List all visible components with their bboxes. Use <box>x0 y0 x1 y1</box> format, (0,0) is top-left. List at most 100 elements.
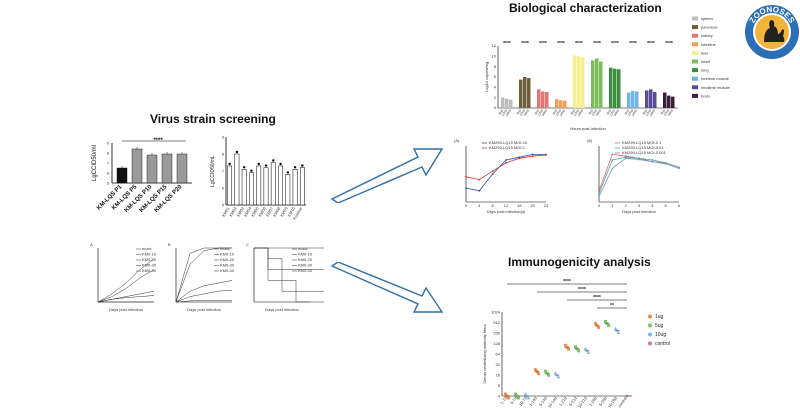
legend-swatch <box>692 33 698 38</box>
y-tick-label: 512 <box>493 320 500 325</box>
growth-point <box>598 192 600 195</box>
x-tick-label: 6hpi <box>570 108 576 115</box>
data-point <box>596 325 601 330</box>
legend-label: KM0-30 <box>220 263 235 268</box>
growth-point <box>518 157 521 160</box>
x-tick-label: 6hpi <box>624 108 630 115</box>
legend-label: heart <box>701 59 711 64</box>
legend-swatch <box>648 314 652 319</box>
curve-line <box>175 289 233 303</box>
x-tick-label: KM03 <box>235 205 245 217</box>
x-tick-label: KM06 <box>257 205 267 217</box>
y-tick-label: 6 <box>494 74 497 79</box>
survival-line <box>254 247 324 303</box>
growth-point <box>678 167 680 170</box>
x-tick-label: KM04 <box>243 205 253 217</box>
x-tick-label: 2 <box>625 203 628 208</box>
data-point <box>279 162 282 166</box>
x-axis-label: Hours post-infection <box>570 126 606 131</box>
bar <box>278 165 283 206</box>
panel-label: (A) <box>454 138 460 143</box>
arrow-to-biology <box>330 143 445 208</box>
growth-point <box>598 195 600 198</box>
y-tick-label: 7 <box>222 169 225 174</box>
x-tick-label: 6 <box>678 203 681 208</box>
x-tick-label: 24hpi <box>667 108 674 117</box>
bar <box>577 56 581 108</box>
legend-swatch <box>692 59 698 64</box>
legend-label: hindlimb muscle <box>701 85 730 90</box>
x-tick-label: 10-7d <box>518 396 528 407</box>
legend-swatch <box>648 332 652 337</box>
data-point <box>257 162 260 166</box>
growth-point <box>465 187 467 189</box>
legend-label: KM299-LQ15 MOI-10 <box>489 140 528 145</box>
x-tick-label: 24hpi <box>595 108 602 117</box>
legend-label: KM0-20 <box>298 257 313 262</box>
x-tick-label: 6hpi <box>642 108 648 115</box>
legend-label: 10ug <box>655 332 666 338</box>
x-axis-label: Days post infection <box>622 209 656 214</box>
growth-curve-b: (B) 0 1 2 3 4 5 6 Days post infection KM299-LQ15 … <box>585 136 685 218</box>
bar <box>249 172 254 206</box>
growth-point <box>531 153 534 156</box>
legend-swatch <box>692 16 698 21</box>
x-tick-label: 24hpi <box>559 108 566 117</box>
legend-label: 1ug <box>655 314 664 320</box>
data-point <box>517 396 520 400</box>
x-tick-label: 12 <box>504 203 509 208</box>
x-tick-label: 1-14d <box>528 396 538 407</box>
y-tick-label: 8 <box>498 383 501 388</box>
panel-label: A <box>90 242 93 247</box>
x-tick-label: 24hpi <box>541 108 548 117</box>
x-tick-label: 12hpi <box>645 108 652 117</box>
legend-label: KM0-10 <box>220 252 235 257</box>
x-axis-label: Days post infection <box>265 307 299 312</box>
sig-label: **** <box>575 41 583 47</box>
y-tick-label: 16 <box>496 373 501 378</box>
x-tick-label: 12hpi <box>519 108 526 117</box>
data-point <box>523 392 528 396</box>
legend-label: 5ug <box>655 323 664 329</box>
x-tick-label: KM05 <box>250 205 260 217</box>
bio-characterization-title: Biological characterization <box>509 1 662 15</box>
x-tick-label: 0 <box>465 203 468 208</box>
virus-curves: A Days post infection mock KM0-10 KM0-20 KM0-… <box>86 240 326 322</box>
legend-label: control <box>655 341 670 347</box>
growth-point <box>638 158 640 161</box>
legend-label: KM299-LQ15 MOI-0.001 <box>622 150 667 155</box>
growth-point <box>545 154 547 156</box>
x-tick-label: 6hpi <box>534 108 540 115</box>
curve-line <box>175 300 232 303</box>
immunogenicity-title: Immunogenicity analysis <box>508 255 651 269</box>
sig-label: **** <box>503 41 511 47</box>
data-point <box>556 375 561 379</box>
bar <box>635 91 639 108</box>
x-tick-label: 1-21d <box>558 396 568 407</box>
y-tick-label: 0 <box>494 105 497 110</box>
bar <box>617 69 621 108</box>
data-point <box>264 164 268 167</box>
bar <box>541 91 545 108</box>
data-point <box>553 371 558 375</box>
legend-swatch <box>692 85 698 90</box>
growth-point <box>651 160 654 163</box>
x-tick-label: 3 <box>638 203 641 208</box>
x-tick-label: 12hpi <box>591 108 598 117</box>
legend-label: mock <box>298 246 308 251</box>
y-tick-label: 4 <box>498 394 501 399</box>
bar <box>627 92 631 108</box>
panel-label: C <box>246 242 249 247</box>
legend-swatch <box>692 93 698 98</box>
y-tick-label: 6 <box>107 171 110 176</box>
x-tick-label: 24hpi <box>631 108 638 117</box>
growth-point <box>491 173 494 175</box>
data-point <box>616 330 621 334</box>
sig-label: **** <box>578 287 586 293</box>
y-axis-label: Log10 copies/mg <box>484 62 489 92</box>
data-point <box>586 350 591 355</box>
x-tick-label: 6hpi <box>498 108 504 115</box>
bar <box>537 89 541 108</box>
virus-dot-chart: 9 8 7 6 5 LgCCID50/mL KM01 KM02 KM03 KM04 KM05 KM06… <box>210 133 310 233</box>
bar <box>595 58 599 108</box>
